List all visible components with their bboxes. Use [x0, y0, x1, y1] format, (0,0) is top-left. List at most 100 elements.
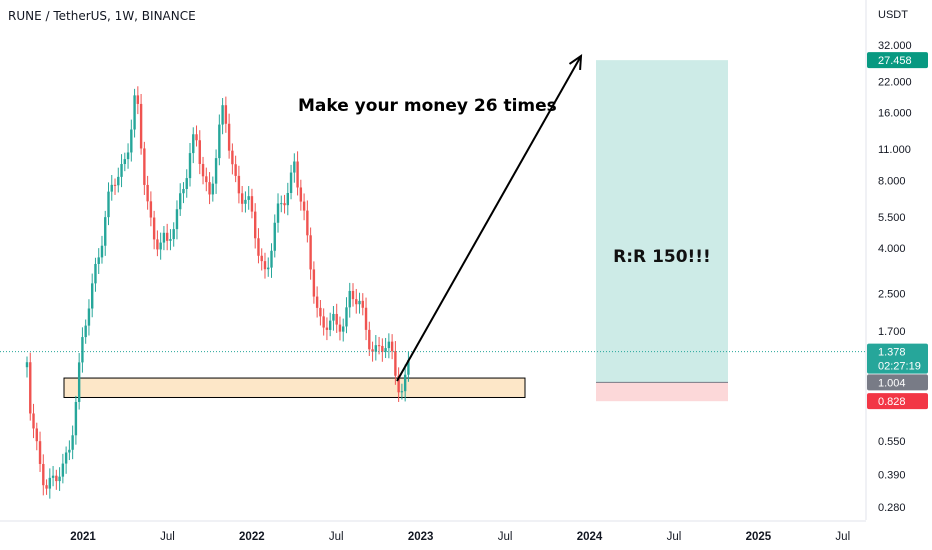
candle	[325, 317, 329, 341]
price-axis-currency: USDT	[878, 9, 908, 21]
candle	[123, 152, 126, 172]
price-tick-label: 0.280	[878, 502, 906, 514]
candle	[364, 297, 368, 341]
candle	[29, 352, 32, 421]
candle	[286, 182, 289, 216]
candle	[146, 175, 149, 210]
projection-arrow-head	[568, 53, 583, 71]
candle	[234, 155, 237, 183]
time-tick-label: 2022	[239, 531, 265, 543]
countdown-label: 02:27:19	[878, 361, 921, 373]
candle	[244, 191, 247, 213]
candle	[361, 293, 364, 316]
candle	[71, 425, 74, 460]
candle	[214, 149, 218, 194]
candle	[139, 94, 143, 155]
candle	[280, 195, 283, 213]
candle	[198, 130, 201, 175]
last-price-badge: 1.378 02:27:19	[867, 343, 928, 374]
time-tick-label: Jul	[667, 531, 682, 543]
candle	[270, 243, 273, 278]
price-tick-label: 0.390	[878, 470, 906, 482]
time-axis[interactable]: 2021 Jul 2022 Jul 2023 Jul 2024 Jul 2025 Jul	[70, 531, 850, 543]
candle	[175, 200, 179, 240]
candle	[165, 223, 169, 251]
candle	[162, 226, 166, 251]
candle	[403, 364, 407, 402]
price-badges: 27.458 1.378 02:27:19 1.004 0.828	[867, 52, 928, 410]
candle	[263, 252, 267, 279]
candle	[172, 222, 175, 247]
candle	[328, 312, 332, 337]
price-axis[interactable]: 32.000 22.000 16.000 11.000 8.000 5.500 4.000 2…	[878, 40, 912, 514]
candle	[68, 440, 71, 461]
candle	[260, 248, 263, 271]
candle	[315, 286, 319, 318]
candle	[117, 167, 120, 193]
time-tick-label: Jul	[835, 531, 850, 543]
candle	[335, 303, 338, 333]
candles	[25, 86, 410, 499]
candle	[390, 334, 394, 360]
projection-arrow-shaft	[396, 55, 582, 382]
candle	[338, 316, 342, 341]
candle	[283, 194, 286, 214]
candle	[319, 300, 322, 326]
candle	[250, 188, 254, 219]
support-box[interactable]	[63, 377, 526, 398]
candle	[107, 182, 110, 226]
svg-text:0.828: 0.828	[878, 396, 906, 408]
candle	[221, 98, 224, 135]
price-tick-label: 11.000	[878, 144, 911, 156]
candle	[159, 232, 162, 260]
candle	[273, 214, 276, 258]
candle	[231, 143, 234, 175]
candle	[237, 165, 241, 204]
headline-annotation[interactable]: Make your money 26 times	[298, 96, 557, 116]
profit-zone[interactable]	[596, 60, 728, 383]
candle	[84, 319, 87, 344]
candle	[296, 151, 299, 196]
candle	[407, 351, 410, 382]
projection-arrow[interactable]	[396, 53, 583, 382]
candle	[381, 338, 384, 362]
candle	[257, 228, 260, 264]
candle	[58, 467, 61, 491]
candle	[87, 299, 91, 336]
candle	[149, 191, 153, 227]
candle	[211, 176, 215, 202]
candle	[299, 179, 303, 211]
candle	[332, 306, 335, 331]
time-tick-label: 2024	[577, 531, 603, 543]
loss-zone[interactable]	[596, 382, 728, 402]
candle	[81, 327, 84, 373]
candle	[345, 297, 348, 334]
candle	[179, 183, 182, 216]
candle	[133, 88, 136, 138]
candle	[387, 333, 391, 359]
candle	[110, 175, 113, 201]
candle	[61, 453, 65, 484]
price-tick-label: 4.000	[878, 243, 906, 255]
candle	[397, 367, 400, 402]
symbol-title[interactable]: RUNE / TetherUS, 1W, BINANCE	[8, 9, 196, 23]
candle	[152, 210, 156, 250]
candle	[120, 154, 123, 188]
candle	[48, 468, 52, 499]
candle	[182, 182, 185, 204]
svg-text:1.378: 1.378	[878, 347, 906, 359]
candle	[342, 318, 345, 342]
candle	[218, 114, 221, 166]
candle	[309, 227, 312, 280]
rr-label[interactable]: R:R 150!!!	[613, 247, 711, 267]
time-tick-label: 2025	[746, 531, 772, 543]
candle	[97, 248, 100, 275]
time-tick-label: Jul	[498, 531, 513, 543]
candle	[136, 86, 140, 115]
candle	[201, 156, 205, 185]
candle	[32, 403, 35, 439]
candle	[348, 282, 351, 318]
candle	[74, 395, 78, 445]
candle	[130, 119, 133, 162]
